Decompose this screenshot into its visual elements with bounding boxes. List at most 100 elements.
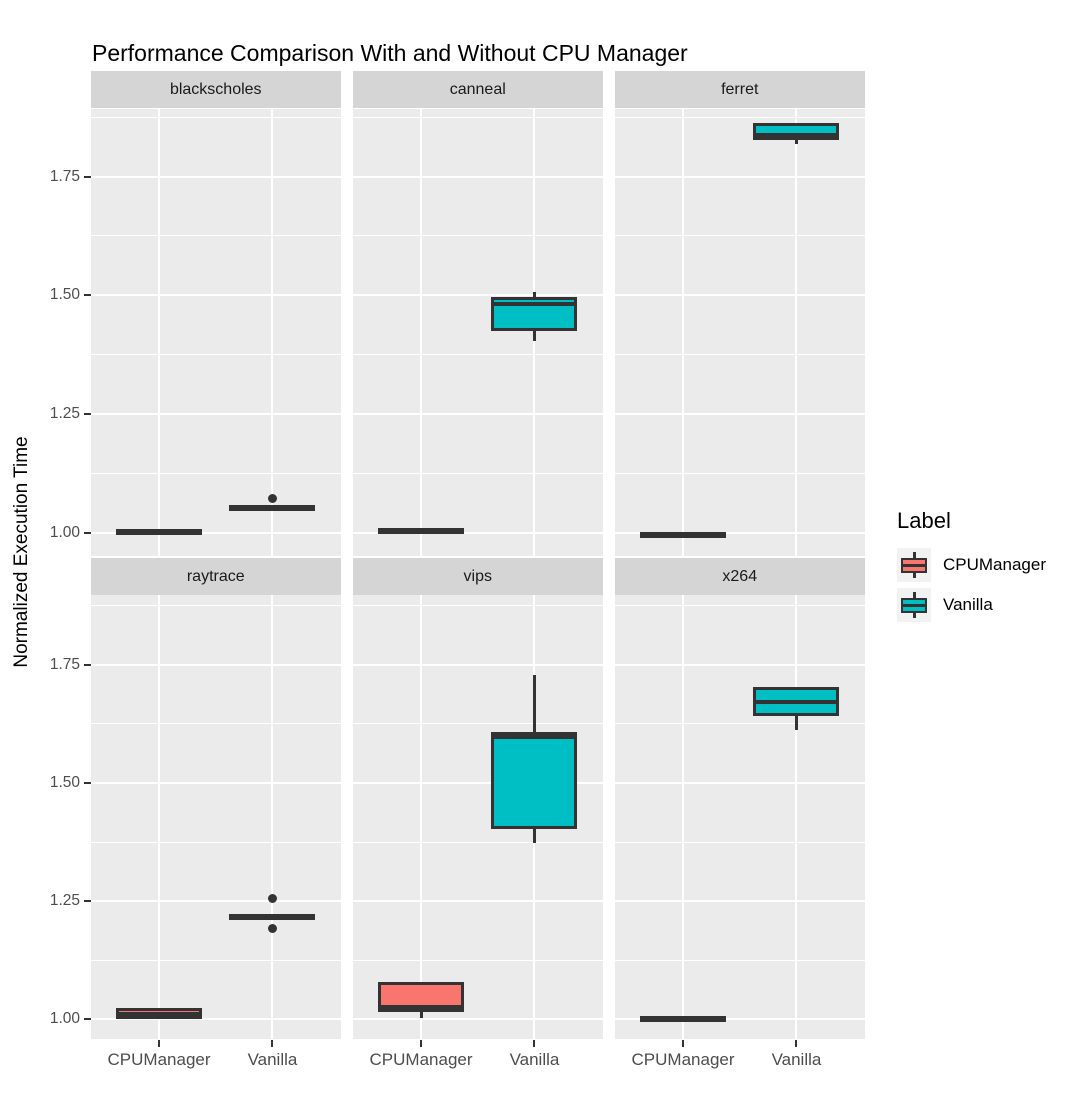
x-tick-label: Vanilla — [247, 1050, 298, 1069]
outlier-point — [267, 893, 277, 903]
facet-panel — [91, 109, 341, 556]
gridline-minor — [91, 473, 341, 475]
gridline-minor — [353, 235, 603, 237]
legend-key-cpumanager: CPUManager — [897, 548, 1046, 582]
y-tick-label: 1.75 — [49, 167, 80, 185]
gridline-major — [91, 413, 341, 416]
gridline-major — [615, 1018, 865, 1021]
facet-strip-label: canneal — [449, 80, 506, 98]
gridline-vertical — [795, 595, 798, 1039]
y-tick-label: 1.25 — [49, 892, 80, 910]
boxplot-upper-whisker — [532, 675, 536, 732]
boxplot-median — [756, 699, 837, 704]
facet-strip: raytrace — [91, 558, 341, 595]
facet-strip: blackscholes — [91, 71, 341, 108]
gridline-minor — [353, 959, 603, 961]
gridline-major — [353, 900, 603, 903]
gridline-major — [615, 413, 865, 416]
x-axis-tick — [420, 1040, 423, 1047]
x-tick-label: CPUManager — [107, 1050, 211, 1069]
gridline-minor — [353, 354, 603, 356]
facet-strip: x264 — [615, 558, 865, 595]
boxplot-box — [229, 913, 316, 920]
x-tick-label: CPUManager — [369, 1050, 473, 1069]
boxplot-key-icon — [897, 588, 931, 622]
gridline-minor — [353, 841, 603, 843]
gridline-major — [91, 175, 341, 178]
gridline-major — [91, 900, 341, 903]
y-tick-label: 1.50 — [49, 286, 80, 304]
gridline-vertical — [271, 595, 274, 1039]
boxplot-lower-whisker — [532, 829, 536, 844]
gridline-vertical — [158, 595, 161, 1039]
facet-panel — [353, 595, 603, 1039]
outlier-point — [267, 923, 277, 933]
y-axis-tick — [84, 413, 91, 416]
key-median-line — [903, 564, 925, 567]
facet-panel — [353, 109, 603, 556]
boxplot-box — [491, 731, 578, 830]
x-axis-tick — [533, 1040, 536, 1047]
gridline-major — [615, 663, 865, 666]
facet-strip-label: ferret — [721, 80, 759, 98]
gridline-minor — [91, 116, 341, 118]
y-axis-tick — [84, 663, 91, 666]
facet-strip-label: blackscholes — [169, 80, 262, 98]
gridline-minor — [615, 473, 865, 475]
x-tick-label: Vanilla — [771, 1050, 822, 1069]
gridline-minor — [353, 605, 603, 607]
legend-title: Label — [897, 508, 951, 533]
boxplot-box — [378, 528, 465, 535]
boxplot-lower-whisker — [794, 140, 798, 145]
facet-strip-label: raytrace — [186, 567, 245, 585]
boxplot-median — [494, 302, 575, 307]
facet-panel — [91, 595, 341, 1039]
gridline-minor — [615, 605, 865, 607]
gridline-minor — [353, 723, 603, 725]
gridline-minor — [615, 116, 865, 118]
gridline-major — [615, 294, 865, 297]
boxplot-upper-whisker — [532, 291, 536, 298]
facet-strip-label: x264 — [722, 567, 758, 585]
x-axis-tick — [682, 1040, 685, 1047]
legend-key-label: CPUManager — [943, 555, 1046, 574]
gridline-major — [353, 175, 603, 178]
facet-strip: vips — [353, 558, 603, 595]
gridline-vertical — [682, 595, 685, 1039]
y-axis-tick — [84, 1018, 91, 1021]
gridline-major — [91, 294, 341, 297]
gridline-minor — [353, 473, 603, 475]
gridline-major — [615, 900, 865, 903]
boxplot-lower-whisker — [794, 715, 798, 731]
gridline-major — [353, 781, 603, 784]
facet-strip: canneal — [353, 71, 603, 108]
gridline-major — [353, 413, 603, 416]
gridline-major — [91, 663, 341, 666]
chart-title: Performance Comparison With and Without … — [92, 40, 688, 66]
facet-strip-label: vips — [463, 567, 492, 585]
boxplot-median — [381, 1005, 462, 1010]
x-axis-tick — [271, 1040, 274, 1047]
facet-panel — [615, 595, 865, 1039]
gridline-minor — [91, 841, 341, 843]
gridline-minor — [91, 605, 341, 607]
legend: Label CPUManager Vanilla — [897, 508, 1046, 628]
y-axis-tick — [84, 781, 91, 784]
gridline-vertical — [271, 109, 274, 556]
boxplot-key-icon — [897, 548, 931, 582]
gridline-major — [615, 175, 865, 178]
gridline-minor — [615, 959, 865, 961]
gridline-major — [91, 532, 341, 535]
gridline-minor — [91, 354, 341, 356]
x-axis-tick — [795, 1040, 798, 1047]
x-tick-label: Vanilla — [509, 1050, 560, 1069]
gridline-major — [91, 781, 341, 784]
gridline-major — [353, 294, 603, 297]
boxplot-box — [640, 1015, 727, 1022]
boxplot-median — [756, 133, 837, 138]
boxplot-median — [494, 734, 575, 739]
gridline-minor — [615, 723, 865, 725]
gridline-vertical — [795, 109, 798, 556]
